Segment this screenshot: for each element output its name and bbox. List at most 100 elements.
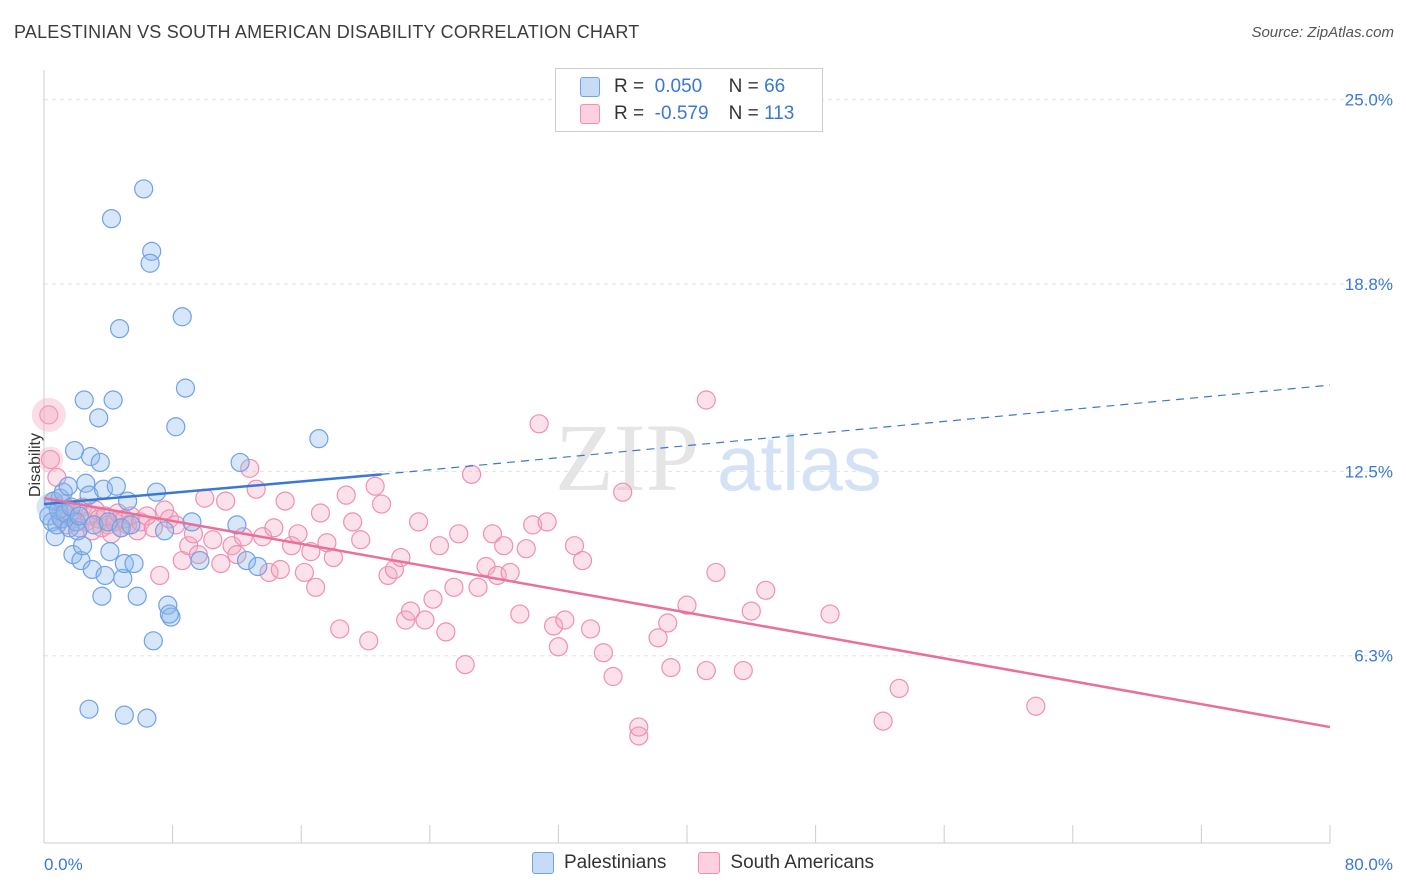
south-americans-point (31, 397, 66, 432)
south-americans-point (820, 604, 840, 624)
south-americans-point (259, 562, 279, 583)
legend-row-south-americans: R = -0.579 N = 113 (580, 102, 794, 126)
south-americans-point (288, 524, 308, 544)
south-americans-point (629, 717, 649, 737)
south-americans-point (543, 616, 564, 636)
south-americans-point (613, 482, 633, 502)
palestinians-point (95, 565, 115, 586)
south-americans-point (449, 524, 469, 544)
series-swatch-pink (698, 852, 721, 874)
south-americans-point (696, 390, 716, 410)
palestinians-point (81, 446, 101, 467)
palestinians-point (89, 408, 109, 428)
palestinians-point (309, 429, 329, 449)
south-americans-point (572, 550, 593, 571)
series-legend-south-americans: South Americans (698, 852, 874, 874)
south-americans-point (593, 643, 614, 663)
legend-row-palestinians: R = 0.050 N = 66 (580, 75, 785, 99)
tick-labels: 6.3% 12.5% 18.8% 25.0% 0.0% 80.0% (44, 91, 1393, 874)
palestinians-point (58, 476, 78, 496)
palestinians-point (101, 209, 122, 229)
south-americans-point (195, 488, 215, 508)
source-label: Source: ZipAtlas.com (1251, 24, 1394, 41)
south-americans-point (564, 536, 585, 556)
legend-swatch-pink (580, 104, 600, 124)
south-americans-point (227, 545, 247, 565)
south-americans-point (756, 580, 776, 600)
south-americans-point (240, 458, 260, 478)
south-americans-point (37, 446, 64, 473)
south-americans-point (408, 512, 429, 532)
south-americans-point (423, 589, 443, 609)
palestinians-point (36, 493, 65, 522)
palestinians-point (175, 378, 196, 398)
legend-n-value: 66 (764, 76, 786, 97)
south-americans-point (482, 524, 503, 544)
legend-r-label: R = (614, 76, 645, 97)
palestinians-point (236, 550, 257, 571)
series-legend: Palestinians South Americans (0, 852, 1406, 874)
south-americans-point (246, 479, 266, 499)
south-americans-point (351, 530, 371, 550)
south-americans-point (510, 604, 530, 624)
palestinians-point (166, 417, 186, 437)
south-americans-point (436, 622, 456, 642)
south-americans-point (741, 601, 761, 621)
south-americans-point (889, 678, 909, 699)
palestinians-point (92, 586, 112, 606)
legend-n-value: 113 (764, 103, 795, 124)
palestinians-point (134, 179, 154, 199)
series-label: South Americans (730, 852, 875, 873)
south-americans-point (264, 518, 284, 538)
palestinians-point (154, 521, 175, 541)
south-americans-point (40, 449, 61, 470)
palestinians-point (72, 536, 93, 556)
palestinians-point (84, 515, 104, 535)
south-americans-point (330, 619, 350, 639)
palestinians-point (100, 542, 120, 562)
correlation-legend: R = 0.050 N = 66 R = -0.579 N = 113 (555, 68, 823, 132)
south-americans-trend-line (43, 496, 1331, 729)
south-americans-point (548, 637, 569, 657)
palestinians-point (190, 550, 210, 571)
palestinians-point (114, 553, 134, 574)
south-americans-point (143, 518, 163, 538)
watermark-atlas: atlas (717, 419, 882, 507)
palestinians-point (103, 390, 123, 410)
series-swatch-blue (531, 852, 554, 874)
south-americans-point (523, 515, 543, 535)
palestinians-point (230, 452, 250, 473)
south-americans-point (696, 660, 716, 681)
south-americans-point (396, 610, 416, 630)
south-americans-point (216, 491, 236, 511)
palestinians-point (146, 482, 167, 502)
palestinians-point (74, 390, 94, 410)
south-americans-point (150, 565, 170, 586)
trend-lines (43, 384, 1331, 729)
south-americans-point (310, 503, 331, 523)
chart-title: PALESTINIAN VS SOUTH AMERICAN DISABILITY… (14, 22, 640, 42)
south-americans-point (580, 619, 601, 639)
palestinians-point (248, 556, 268, 577)
palestinians-point (143, 631, 163, 651)
series-legend-palestinians: Palestinians (531, 852, 666, 874)
south-americans-point (529, 414, 549, 434)
palestinians-point (114, 705, 134, 725)
south-americans-point (494, 536, 514, 556)
south-americans-point (400, 601, 421, 621)
palestinians-point (90, 452, 110, 473)
south-americans-point (429, 536, 450, 556)
south-americans-point (658, 613, 678, 633)
palestinians-point (64, 440, 85, 461)
gridlines (44, 99, 1390, 657)
south-americans-point (677, 595, 697, 615)
palestinians-point (113, 568, 133, 588)
legend-n-label: N = (728, 103, 759, 124)
south-americans-point (461, 464, 482, 484)
south-americans-point (365, 476, 385, 496)
south-americans-points (31, 390, 1046, 746)
palestinians-point (109, 319, 130, 339)
south-americans-point (706, 562, 726, 583)
south-americans-point (275, 491, 295, 511)
